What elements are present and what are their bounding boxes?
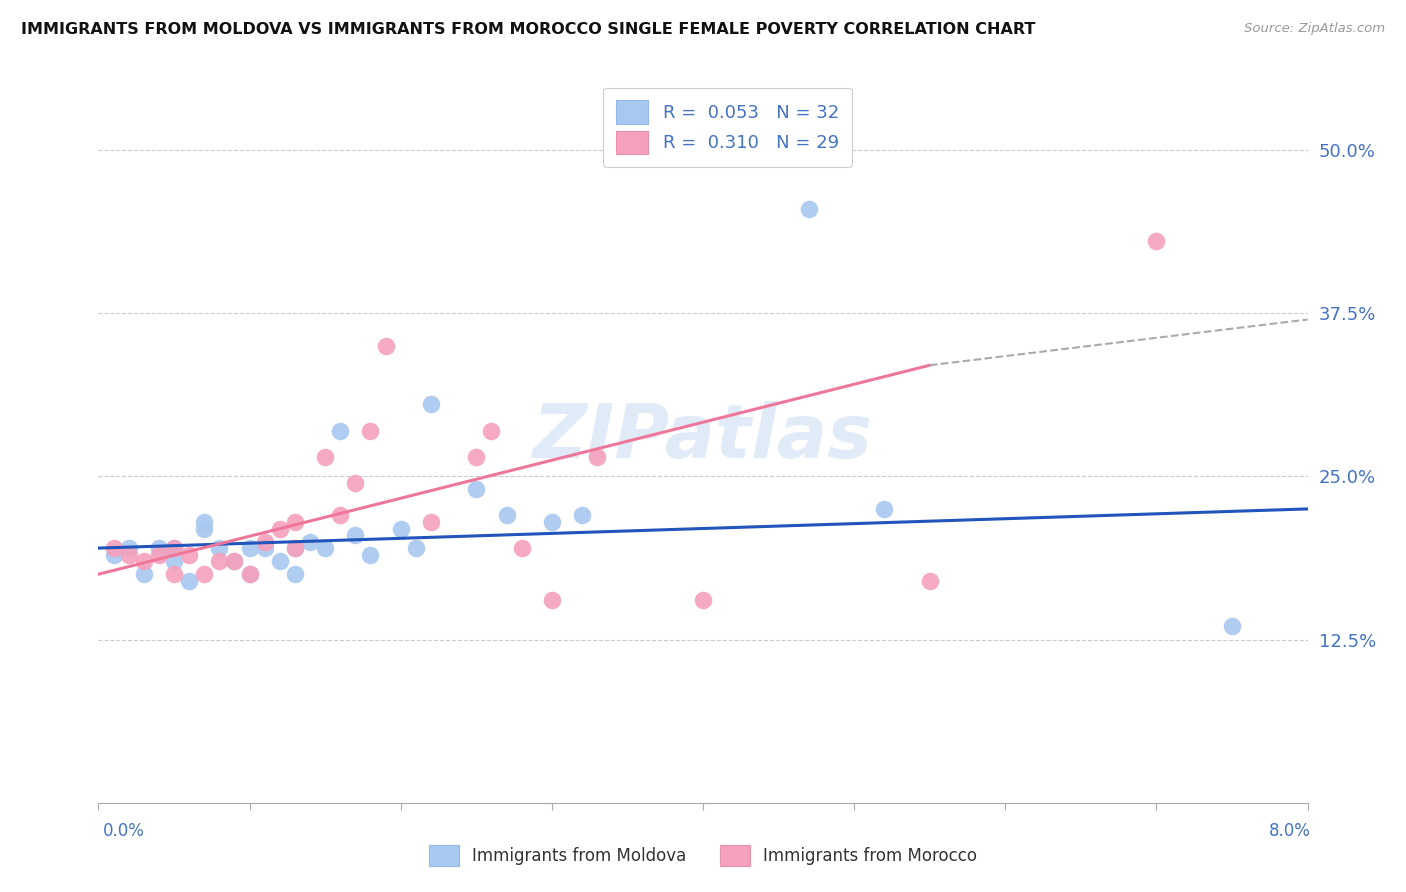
Point bbox=[284, 541, 307, 555]
Point bbox=[360, 548, 382, 562]
Point bbox=[103, 548, 125, 562]
Point bbox=[918, 574, 941, 588]
Point bbox=[193, 567, 215, 582]
Point bbox=[179, 548, 201, 562]
Point bbox=[163, 541, 186, 555]
Point bbox=[374, 339, 396, 353]
Point bbox=[253, 534, 276, 549]
Point bbox=[405, 541, 427, 555]
Point bbox=[239, 541, 262, 555]
Point bbox=[299, 534, 322, 549]
Text: ZIPatlas: ZIPatlas bbox=[533, 401, 873, 474]
Point bbox=[193, 515, 215, 529]
Point bbox=[103, 541, 125, 555]
Point bbox=[163, 554, 186, 568]
Point bbox=[420, 515, 443, 529]
Point bbox=[1146, 234, 1168, 248]
Point bbox=[118, 548, 141, 562]
Point bbox=[132, 567, 155, 582]
Point bbox=[314, 541, 336, 555]
Point bbox=[360, 424, 382, 438]
Point bbox=[586, 450, 609, 464]
Point bbox=[208, 541, 231, 555]
Text: IMMIGRANTS FROM MOLDOVA VS IMMIGRANTS FROM MOROCCO SINGLE FEMALE POVERTY CORRELA: IMMIGRANTS FROM MOLDOVA VS IMMIGRANTS FR… bbox=[21, 22, 1035, 37]
Point bbox=[329, 424, 352, 438]
Point bbox=[179, 574, 201, 588]
Text: 0.0%: 0.0% bbox=[103, 822, 145, 840]
Point bbox=[118, 541, 141, 555]
Point bbox=[314, 450, 336, 464]
Point bbox=[692, 593, 714, 607]
Point bbox=[510, 541, 533, 555]
Point bbox=[193, 521, 215, 535]
Point bbox=[540, 593, 562, 607]
Point bbox=[163, 567, 186, 582]
Point bbox=[269, 521, 291, 535]
Point bbox=[873, 502, 896, 516]
Point bbox=[284, 567, 307, 582]
Legend: Immigrants from Moldova, Immigrants from Morocco: Immigrants from Moldova, Immigrants from… bbox=[420, 837, 986, 875]
Point bbox=[239, 567, 262, 582]
Point bbox=[239, 567, 262, 582]
Point bbox=[269, 554, 291, 568]
Point bbox=[420, 397, 443, 411]
Point bbox=[571, 508, 593, 523]
Point bbox=[465, 450, 488, 464]
Text: 8.0%: 8.0% bbox=[1268, 822, 1310, 840]
Point bbox=[329, 508, 352, 523]
Point bbox=[1220, 619, 1243, 633]
Point bbox=[148, 541, 170, 555]
Point bbox=[540, 515, 562, 529]
Point bbox=[344, 475, 367, 490]
Point bbox=[132, 554, 155, 568]
Point bbox=[163, 541, 186, 555]
Point bbox=[465, 483, 488, 497]
Point bbox=[224, 554, 246, 568]
Point bbox=[224, 554, 246, 568]
Legend: R =  0.053   N = 32, R =  0.310   N = 29: R = 0.053 N = 32, R = 0.310 N = 29 bbox=[603, 87, 852, 167]
Point bbox=[495, 508, 517, 523]
Point bbox=[797, 202, 820, 216]
Point bbox=[253, 541, 276, 555]
Point bbox=[284, 515, 307, 529]
Point bbox=[481, 424, 503, 438]
Point bbox=[284, 541, 307, 555]
Text: Source: ZipAtlas.com: Source: ZipAtlas.com bbox=[1244, 22, 1385, 36]
Point bbox=[208, 554, 231, 568]
Point bbox=[344, 528, 367, 542]
Point bbox=[389, 521, 412, 535]
Point bbox=[148, 548, 170, 562]
